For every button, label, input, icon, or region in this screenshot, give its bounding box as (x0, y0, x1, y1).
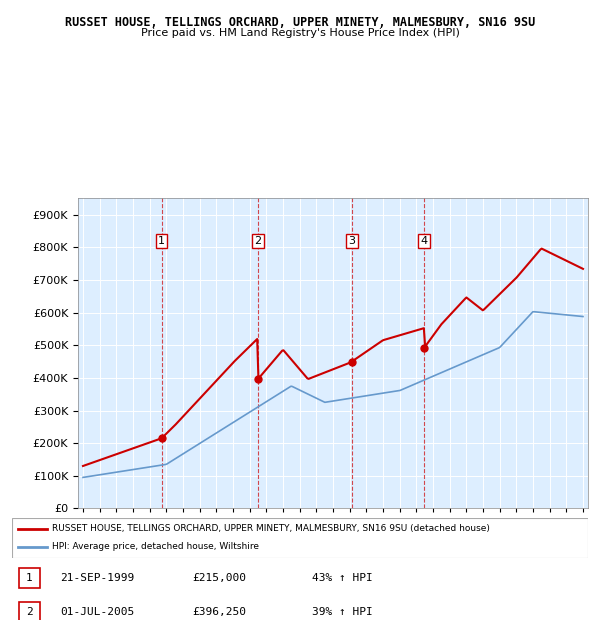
Text: 4: 4 (421, 236, 428, 246)
Text: 39% ↑ HPI: 39% ↑ HPI (312, 607, 373, 618)
FancyBboxPatch shape (12, 518, 588, 558)
Text: 21-SEP-1999: 21-SEP-1999 (60, 573, 134, 583)
Text: 43% ↑ HPI: 43% ↑ HPI (312, 573, 373, 583)
Text: 1: 1 (158, 236, 165, 246)
Text: 2: 2 (254, 236, 262, 246)
Text: £396,250: £396,250 (192, 607, 246, 618)
Text: HPI: Average price, detached house, Wiltshire: HPI: Average price, detached house, Wilt… (52, 542, 259, 551)
Text: RUSSET HOUSE, TELLINGS ORCHARD, UPPER MINETY, MALMESBURY, SN16 9SU: RUSSET HOUSE, TELLINGS ORCHARD, UPPER MI… (65, 16, 535, 29)
Text: 2: 2 (26, 607, 33, 618)
FancyBboxPatch shape (19, 602, 40, 620)
Text: £215,000: £215,000 (192, 573, 246, 583)
Text: 3: 3 (349, 236, 355, 246)
Text: 01-JUL-2005: 01-JUL-2005 (60, 607, 134, 618)
Text: RUSSET HOUSE, TELLINGS ORCHARD, UPPER MINETY, MALMESBURY, SN16 9SU (detached hou: RUSSET HOUSE, TELLINGS ORCHARD, UPPER MI… (52, 525, 490, 533)
Text: 1: 1 (26, 573, 33, 583)
Text: Price paid vs. HM Land Registry's House Price Index (HPI): Price paid vs. HM Land Registry's House … (140, 28, 460, 38)
FancyBboxPatch shape (19, 568, 40, 588)
